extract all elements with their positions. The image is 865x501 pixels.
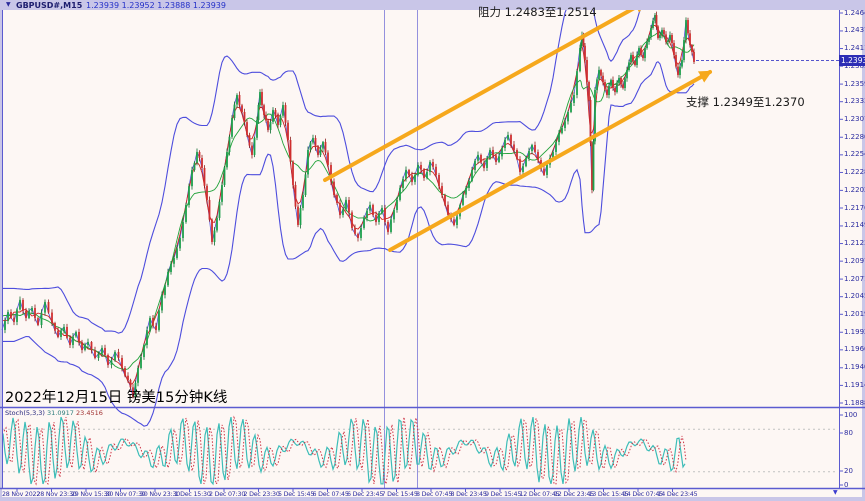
- time-axis-label: 8 Dec 07:45: [416, 491, 453, 498]
- price-axis-label: 1.21235: [844, 239, 865, 248]
- time-axis-label: 7 Dec 15:45: [381, 491, 418, 498]
- time-axis-label: 2 Dec 07:30: [209, 491, 246, 498]
- price-axis-label: 1.19400: [844, 363, 865, 372]
- price-axis-label: 1.22545: [844, 150, 865, 159]
- time-axis-label: 12 Dec 23:45: [554, 491, 594, 498]
- price-axis-label: 1.24640: [844, 8, 865, 17]
- price-axis-label: 1.19140: [844, 380, 865, 389]
- price-axis-label: 1.21495: [844, 221, 865, 230]
- time-axis-label: 5 Dec 15:45: [278, 491, 315, 498]
- time-axis-label: 30 Nov 23:30: [140, 491, 181, 498]
- time-axis-label: 30 Nov 07:30: [105, 491, 146, 498]
- date-caption: 2022年12月15日 镑美15分钟K线: [5, 390, 228, 406]
- scroll-to-end-icon[interactable]: ▼: [833, 489, 838, 496]
- time-axis-label: 1 Dec 15:30: [174, 491, 211, 498]
- stoch-name: Stoch(5,3,3): [5, 409, 45, 417]
- price-axis-label: 1.23070: [844, 114, 865, 123]
- price-axis[interactable]: 1.246401.243751.241151.238551.235901.233…: [839, 8, 865, 489]
- ohlc-values: 1.23939 1.23952 1.23888 1.23939: [86, 1, 226, 10]
- price-axis-label: 1.20710: [844, 274, 865, 283]
- price-axis-label: 1.24375: [844, 26, 865, 35]
- time-axis-label: 28 Nov 23:30: [36, 491, 77, 498]
- time-axis-label: 12 Dec 07:45: [519, 491, 560, 498]
- price-axis-label: 1.21760: [844, 203, 865, 212]
- price-axis-label: 1.20450: [844, 292, 865, 301]
- price-axis-label: 1.22285: [844, 167, 865, 176]
- stoch-scale-label: 0: [844, 481, 849, 489]
- collapse-chart-icon[interactable]: ▼: [6, 1, 11, 8]
- price-axis-label: 1.18880: [844, 398, 865, 407]
- stoch-scale-label: 80: [844, 429, 853, 437]
- stoch-scale-label: 20: [844, 467, 853, 475]
- symbol-period-title: GBPUSD#,M15: [16, 1, 83, 10]
- lower-channel: [388, 69, 713, 252]
- stochastic-indicator-label: Stoch(5,3,3) 31.0917 23.4516: [5, 409, 103, 417]
- time-axis-label: 6 Dec 23:45: [347, 491, 384, 498]
- price-axis-label: 1.20975: [844, 256, 865, 265]
- time-axis[interactable]: 28 Nov 2022 28 Nov 23:30 29 Nov 15:30 30 No…: [0, 488, 865, 501]
- time-axis-label: 14 Dec 23:45: [657, 491, 698, 498]
- time-axis-label: 6 Dec 07:45: [312, 491, 349, 498]
- price-axis-label: 1.22805: [844, 132, 865, 141]
- stoch-signal-value: 23.4516: [76, 409, 103, 417]
- current-price-badge: 1.23939: [839, 54, 865, 66]
- time-axis-label: 14 Dec 07:45: [623, 491, 663, 498]
- price-axis-label: 1.19665: [844, 345, 865, 354]
- price-axis-label: 1.20190: [844, 309, 865, 318]
- time-axis-label: 8 Dec 23:45: [450, 491, 487, 498]
- time-axis-label: 28 Nov 2022: [2, 491, 41, 498]
- time-axis-label: 13 Dec 15:45: [588, 491, 629, 498]
- time-axis-label: 2 Dec 23:30: [243, 491, 280, 498]
- resistance-annotation: 阻力 1.2483至1.2514: [478, 5, 597, 19]
- time-axis-label: 29 Nov 15:30: [71, 491, 112, 498]
- price-axis-label: 1.23590: [844, 79, 865, 88]
- upper-channel: [323, 0, 648, 182]
- support-annotation: 支撑 1.2349至1.2370: [686, 95, 805, 109]
- time-axis-label: 9 Dec 15:45: [485, 491, 522, 498]
- chart-title-bar: [0, 0, 865, 10]
- stoch-main-value: 31.0917: [47, 409, 74, 417]
- price-axis-label: 1.19925: [844, 327, 865, 336]
- stoch-scale-label: 100: [844, 411, 858, 419]
- price-axis-label: 1.24115: [844, 44, 865, 53]
- price-axis-label: 1.22020: [844, 185, 865, 194]
- price-axis-label: 1.23330: [844, 97, 865, 106]
